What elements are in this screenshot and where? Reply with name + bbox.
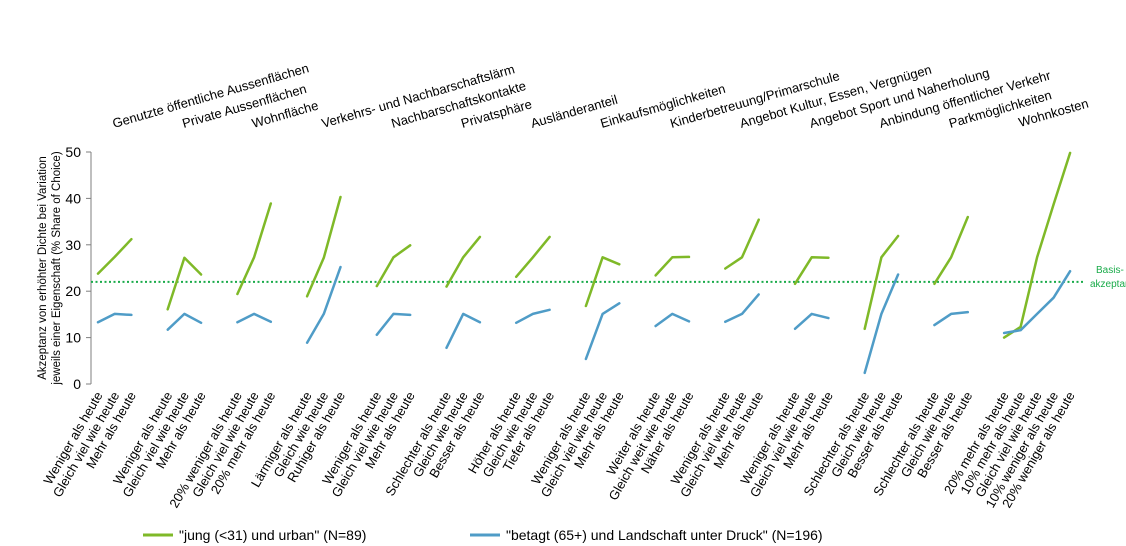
y-tick-label: 30 bbox=[65, 237, 81, 253]
series-line-betagt-landschaft bbox=[724, 293, 760, 324]
series-line-betagt-landschaft bbox=[933, 310, 970, 327]
series-line-betagt-landschaft bbox=[654, 312, 691, 328]
series-line-betagt-landschaft bbox=[863, 273, 900, 375]
legend-entry: "jung (<31) und urban" (N=89) bbox=[179, 527, 366, 543]
baseline-label-line: Basis- bbox=[1096, 265, 1124, 276]
y-tick-label: 40 bbox=[65, 190, 81, 206]
series-line-jung-urban bbox=[933, 215, 970, 286]
y-tick-label: 20 bbox=[65, 283, 81, 299]
series-line-jung-urban bbox=[793, 256, 830, 286]
series-line-jung-urban bbox=[445, 235, 482, 288]
series-line-betagt-landschaft bbox=[305, 265, 342, 344]
y-axis-label: Akzeptanz von erhöhter Dichte bei Variat… bbox=[37, 151, 63, 385]
series-line-betagt-landschaft bbox=[375, 312, 412, 337]
series-line-betagt-landschaft bbox=[793, 312, 830, 331]
y-tick-label: 0 bbox=[73, 376, 81, 392]
series-line-betagt-landschaft bbox=[445, 312, 482, 350]
legend-entry: "betagt (65+) und Landschaft unter Druck… bbox=[506, 527, 823, 543]
series-line-betagt-landschaft bbox=[96, 312, 133, 324]
legend: "jung (<31) und urban" (N=89) "betagt (65… bbox=[143, 527, 823, 543]
series-line-betagt-landschaft bbox=[514, 308, 551, 325]
series-line-jung-urban bbox=[863, 234, 900, 331]
series-line-jung-urban bbox=[236, 202, 273, 296]
series-line-jung-urban bbox=[96, 237, 133, 275]
y-axis-title-line: Akzeptanz von erhöhter Dichte bei Variat… bbox=[37, 156, 49, 380]
series-line-jung-urban bbox=[514, 235, 551, 279]
series-line-betagt-landschaft bbox=[584, 302, 621, 361]
baseline: Basis-akzeptanz bbox=[91, 265, 1126, 290]
y-tick-label: 10 bbox=[65, 330, 81, 346]
y-tick-label: 50 bbox=[65, 144, 81, 160]
series-line-jung-urban bbox=[375, 244, 412, 288]
y-axis-title-line: jeweils einer Eigenschaft (% Share of Ch… bbox=[51, 151, 63, 385]
series-line-betagt-landschaft bbox=[1002, 269, 1072, 335]
series-line-jung-urban bbox=[166, 256, 203, 311]
series-line-jung-urban bbox=[654, 255, 691, 277]
series-line-jung-urban bbox=[724, 218, 760, 270]
baseline-label-line: akzeptanz bbox=[1090, 279, 1126, 290]
y-axis-title: Akzeptanz von erhöhter Dichte bei Variat… bbox=[37, 151, 63, 385]
series-line-jung-urban bbox=[584, 256, 621, 308]
y-axis: 0 10 20 30 40 50 bbox=[65, 144, 92, 392]
series-line-jung-urban bbox=[1002, 151, 1072, 339]
series-line-betagt-landschaft bbox=[166, 312, 203, 331]
series-lines bbox=[96, 151, 1072, 375]
series-line-betagt-landschaft bbox=[236, 312, 273, 324]
series-line-jung-urban bbox=[305, 195, 342, 298]
baseline-label: Basis-akzeptanz bbox=[1090, 265, 1126, 290]
category-labels: Genutzte öffentliche AussenflächenPrivat… bbox=[111, 60, 1090, 131]
